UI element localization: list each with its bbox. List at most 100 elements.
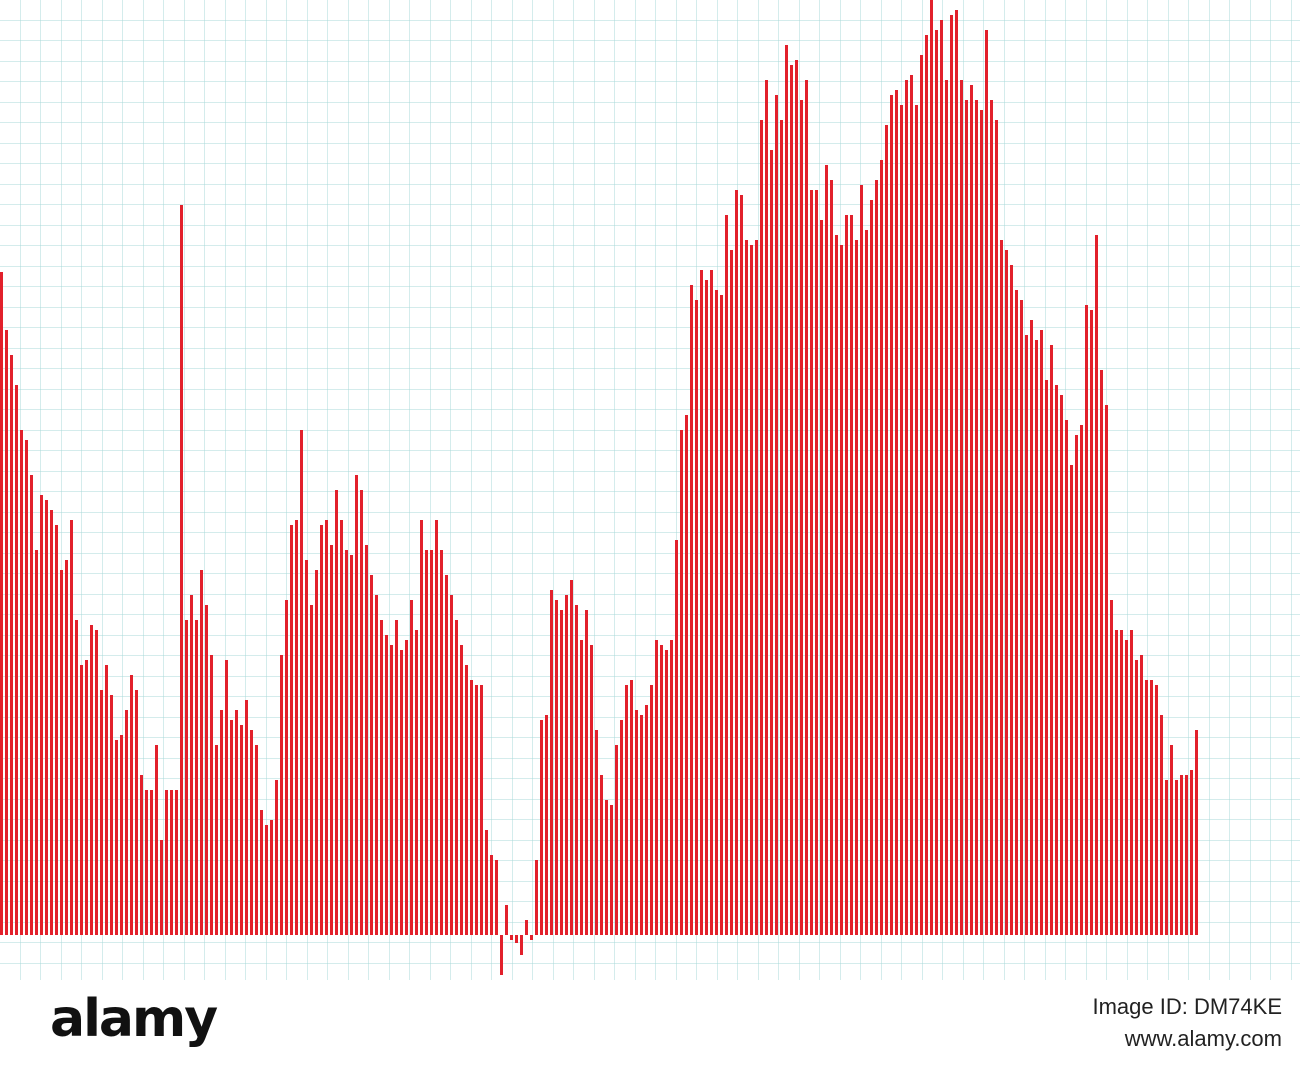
bar [1175, 780, 1178, 935]
bar [170, 790, 173, 935]
bar [275, 780, 278, 935]
bar [535, 860, 538, 935]
bar [475, 685, 478, 935]
bar [835, 235, 838, 935]
bar [630, 680, 633, 935]
bar [1045, 380, 1048, 935]
bar [505, 905, 508, 935]
bar [395, 620, 398, 935]
bar [705, 280, 708, 935]
bar [650, 685, 653, 935]
bar [390, 645, 393, 935]
bar [425, 550, 428, 935]
bar [370, 575, 373, 935]
bar [400, 650, 403, 935]
bar [710, 270, 713, 935]
bar [240, 725, 243, 935]
bar [945, 80, 948, 935]
bar [940, 20, 943, 935]
bar [120, 735, 123, 935]
bar [135, 690, 138, 935]
bar [1185, 775, 1188, 935]
bar [235, 710, 238, 935]
bar [1065, 420, 1068, 935]
bar [195, 620, 198, 935]
bar [525, 920, 528, 935]
bar [540, 720, 543, 935]
bar [315, 570, 318, 935]
bar [930, 0, 933, 935]
bar [1055, 385, 1058, 935]
bar [730, 250, 733, 935]
bar [1140, 655, 1143, 935]
bar [875, 180, 878, 935]
bar [700, 270, 703, 935]
bar [1075, 435, 1078, 935]
bar [1120, 630, 1123, 935]
bar [445, 575, 448, 935]
bar [555, 600, 558, 935]
bar [965, 100, 968, 935]
bar [225, 660, 228, 935]
bar [405, 640, 408, 935]
bar [635, 710, 638, 935]
bar [675, 540, 678, 935]
bar [920, 55, 923, 935]
bar [140, 775, 143, 935]
bar [335, 490, 338, 935]
bar [300, 430, 303, 935]
bar [1090, 310, 1093, 935]
bar [620, 720, 623, 935]
bar [185, 620, 188, 935]
logo: alamy [50, 989, 217, 1049]
bar [360, 490, 363, 935]
bar [435, 520, 438, 935]
bar [880, 160, 883, 935]
bar [105, 665, 108, 935]
bar [165, 790, 168, 935]
bar [1135, 660, 1138, 935]
bar [645, 705, 648, 935]
bar [735, 190, 738, 935]
bar [1040, 330, 1043, 935]
bar [290, 525, 293, 935]
bar [765, 80, 768, 935]
bar [1085, 305, 1088, 935]
bar [415, 630, 418, 935]
bar [825, 165, 828, 935]
bar [430, 550, 433, 935]
bar [295, 520, 298, 935]
bar [510, 935, 513, 940]
bar [25, 440, 28, 935]
bar [750, 245, 753, 935]
bar [565, 595, 568, 935]
bar [685, 415, 688, 935]
bar [885, 125, 888, 935]
bar [1130, 630, 1133, 935]
bar [385, 635, 388, 935]
bar [1050, 345, 1053, 935]
bar [1195, 730, 1198, 935]
bar [600, 775, 603, 935]
bar [1000, 240, 1003, 935]
bar [845, 215, 848, 935]
bar [485, 830, 488, 935]
bar [310, 605, 313, 935]
bar [745, 240, 748, 935]
bar [960, 80, 963, 935]
bar [90, 625, 93, 935]
bar [145, 790, 148, 935]
bar [325, 520, 328, 935]
bar [870, 200, 873, 935]
bar [1180, 775, 1183, 935]
bar [830, 180, 833, 935]
bar [250, 730, 253, 935]
bar [365, 545, 368, 935]
bar [1025, 335, 1028, 935]
bar [70, 520, 73, 935]
bar [790, 65, 793, 935]
bar [220, 710, 223, 935]
bar [690, 285, 693, 935]
url: www.alamy.com [1124, 1026, 1282, 1051]
bar [1155, 685, 1158, 935]
